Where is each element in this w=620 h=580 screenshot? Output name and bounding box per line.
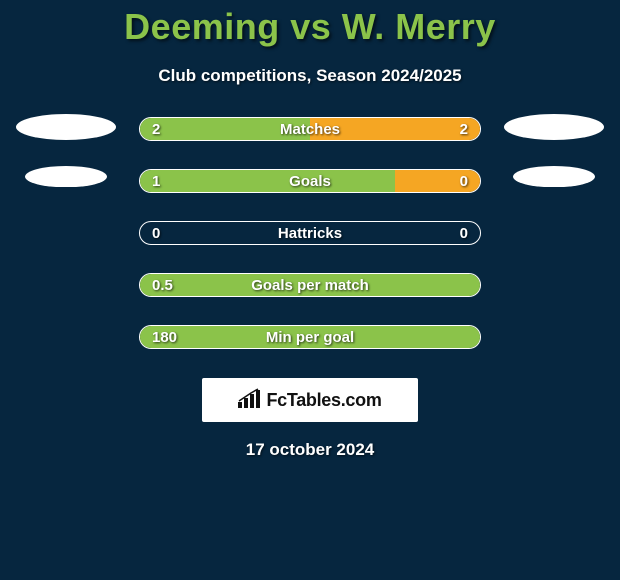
stat-row: 22Matches (0, 114, 620, 144)
stat-bar: 00Hattricks (139, 221, 481, 245)
stat-label: Goals per match (140, 274, 480, 296)
left-ellipse-slot (11, 166, 121, 196)
ellipse-icon (25, 166, 107, 187)
bar-chart-icon (238, 388, 260, 413)
right-ellipse-slot (499, 322, 609, 352)
stat-row: 0.5Goals per match (0, 270, 620, 300)
right-ellipse-slot (499, 114, 609, 144)
comparison-subtitle: Club competitions, Season 2024/2025 (0, 66, 620, 86)
stat-row: 10Goals (0, 166, 620, 196)
logo-text: FcTables.com (266, 390, 381, 411)
left-ellipse-slot (11, 322, 121, 352)
snapshot-date: 17 october 2024 (0, 440, 620, 460)
left-ellipse-slot (11, 270, 121, 300)
stat-label: Matches (140, 118, 480, 140)
left-ellipse-slot (11, 114, 121, 144)
stat-row: 00Hattricks (0, 218, 620, 248)
right-ellipse-slot (499, 166, 609, 196)
right-ellipse-slot (499, 270, 609, 300)
stat-bar: 0.5Goals per match (139, 273, 481, 297)
stat-label: Min per goal (140, 326, 480, 348)
stat-bar: 22Matches (139, 117, 481, 141)
right-ellipse-slot (499, 218, 609, 248)
comparison-title: Deeming vs W. Merry (0, 0, 620, 48)
stat-label: Goals (140, 170, 480, 192)
ellipse-icon (504, 114, 604, 140)
ellipse-icon (513, 166, 595, 187)
stat-bar: 10Goals (139, 169, 481, 193)
ellipse-icon (16, 114, 116, 140)
stat-rows: 22Matches 10Goals 00Hattricks 0.5Goals per … (0, 114, 620, 352)
stat-label: Hattricks (140, 222, 480, 244)
fctables-logo: FcTables.com (202, 378, 418, 422)
stat-bar: 180Min per goal (139, 325, 481, 349)
left-ellipse-slot (11, 218, 121, 248)
stat-row: 180Min per goal (0, 322, 620, 352)
